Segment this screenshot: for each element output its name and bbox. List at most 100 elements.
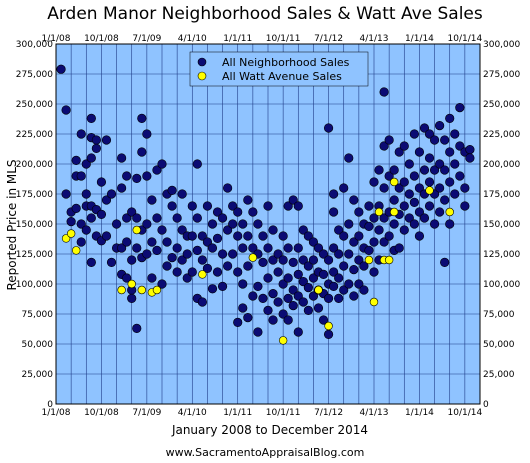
neighborhood-sale-point xyxy=(86,113,96,123)
y-tick-label-left: 300,000 xyxy=(16,40,53,50)
neighborhood-sale-point xyxy=(344,153,354,163)
neighborhood-sale-point xyxy=(132,173,142,183)
neighborhood-sale-point xyxy=(137,113,147,123)
x-tick-label-top: 1/1/11 xyxy=(223,34,252,44)
x-tick-label-bottom: 10/1/11 xyxy=(266,408,301,418)
neighborhood-sale-point xyxy=(238,279,248,289)
neighborhood-sale-point xyxy=(106,257,117,268)
neighborhood-sale-point xyxy=(313,243,324,253)
neighborhood-sale-point xyxy=(308,255,319,265)
neighborhood-sale-point xyxy=(303,305,313,316)
neighborhood-sale-point xyxy=(101,231,112,241)
neighborhood-sale-point xyxy=(298,297,308,307)
neighborhood-sale-point xyxy=(440,165,450,175)
neighborhood-sale-point xyxy=(298,225,308,235)
neighborhood-sale-point xyxy=(147,195,157,205)
neighborhood-sale-point xyxy=(379,87,389,97)
neighborhood-sale-point xyxy=(152,213,162,223)
neighborhood-sale-point xyxy=(349,237,359,247)
neighborhood-sale-point xyxy=(460,183,470,193)
neighborhood-sale-point xyxy=(424,177,435,187)
watt-ave-sale-point xyxy=(278,336,288,345)
neighborhood-sale-point xyxy=(238,303,248,313)
neighborhood-sale-point xyxy=(399,201,409,211)
neighborhood-sale-point xyxy=(384,171,394,181)
neighborhood-sale-point xyxy=(162,237,172,247)
neighborhood-sale-point xyxy=(334,293,344,304)
neighborhood-sale-point xyxy=(429,219,440,229)
neighborhood-sale-point xyxy=(117,183,127,193)
neighborhood-sale-point xyxy=(212,233,223,243)
x-tick-label-bottom: 4/1/13 xyxy=(360,408,389,418)
x-tick-label-bottom: 10/1/08 xyxy=(84,408,119,418)
data-points xyxy=(56,64,475,345)
y-tick-label-left: 250,000 xyxy=(16,100,53,110)
neighborhood-sale-point xyxy=(258,231,268,241)
neighborhood-sale-point xyxy=(243,231,253,241)
neighborhood-sale-point xyxy=(162,261,172,271)
neighborhood-sale-point xyxy=(243,195,253,205)
neighborhood-sale-point xyxy=(339,285,349,295)
neighborhood-sale-point xyxy=(455,102,465,113)
neighborhood-sale-point xyxy=(424,129,435,139)
neighborhood-sale-point xyxy=(228,249,238,259)
neighborhood-sale-point xyxy=(167,201,177,211)
x-tick-label-bottom: 1/1/14 xyxy=(405,408,434,418)
neighborhood-sale-point xyxy=(132,213,142,223)
neighborhood-sale-point xyxy=(61,105,71,115)
neighborhood-sale-point xyxy=(414,183,425,193)
neighborhood-sale-point xyxy=(399,225,409,235)
y-tick-label-right: 175,000 xyxy=(483,190,520,200)
neighborhood-sale-point xyxy=(177,225,187,235)
neighborhood-sale-point xyxy=(349,265,359,275)
neighborhood-sale-point xyxy=(233,317,243,328)
neighborhood-sale-point xyxy=(303,283,313,293)
watt-ave-sale-point xyxy=(66,229,76,238)
neighborhood-sale-point xyxy=(61,189,71,199)
y-tick-label-left: 100,000 xyxy=(16,280,53,290)
neighborhood-sale-point xyxy=(197,231,207,241)
neighborhood-sale-point xyxy=(223,183,233,193)
neighborhood-sale-point xyxy=(157,159,167,169)
y-tick-label-right: 225,000 xyxy=(483,130,520,140)
neighborhood-sale-point xyxy=(76,219,86,229)
neighborhood-sale-point xyxy=(268,289,278,299)
neighborhood-sale-point xyxy=(76,129,86,139)
neighborhood-sale-point xyxy=(354,231,364,241)
neighborhood-sale-point xyxy=(157,225,167,235)
neighborhood-sale-point xyxy=(414,207,425,217)
neighborhood-sale-point xyxy=(142,219,152,229)
neighborhood-sale-point xyxy=(445,113,455,123)
neighborhood-sale-point xyxy=(389,219,399,229)
neighborhood-sale-point xyxy=(465,153,475,163)
neighborhood-sale-point xyxy=(445,219,455,229)
neighborhood-sale-point xyxy=(202,237,213,247)
neighborhood-sale-point xyxy=(329,281,339,292)
neighborhood-sale-point xyxy=(323,255,334,265)
neighborhood-sale-point xyxy=(192,213,202,223)
watt-ave-sale-point xyxy=(389,177,399,187)
neighborhood-sale-point xyxy=(450,129,460,139)
neighborhood-sale-point xyxy=(76,171,86,181)
neighborhood-sale-point xyxy=(197,255,207,265)
neighborhood-sale-point xyxy=(81,225,91,235)
neighborhood-sale-point xyxy=(414,231,425,241)
neighborhood-sale-point xyxy=(263,305,273,316)
neighborhood-sale-point xyxy=(172,213,182,223)
watt-ave-sale-point xyxy=(71,246,81,255)
neighborhood-sale-point xyxy=(329,243,339,253)
neighborhood-sale-point xyxy=(404,189,414,199)
neighborhood-sale-point xyxy=(182,249,192,259)
y-tick-label-right: 75,000 xyxy=(483,310,515,320)
x-tick-label-top: 10/1/14 xyxy=(448,34,483,44)
neighborhood-sale-point xyxy=(318,315,329,325)
neighborhood-sale-point xyxy=(207,219,218,229)
neighborhood-sale-point xyxy=(334,249,344,259)
neighborhood-sale-point xyxy=(71,203,81,213)
neighborhood-sale-point xyxy=(293,201,303,211)
neighborhood-sale-point xyxy=(273,297,283,307)
neighborhood-sale-point xyxy=(369,213,379,223)
neighborhood-sale-point xyxy=(278,231,288,241)
watt-ave-sale-point xyxy=(384,255,394,265)
neighborhood-sale-point xyxy=(207,243,218,253)
